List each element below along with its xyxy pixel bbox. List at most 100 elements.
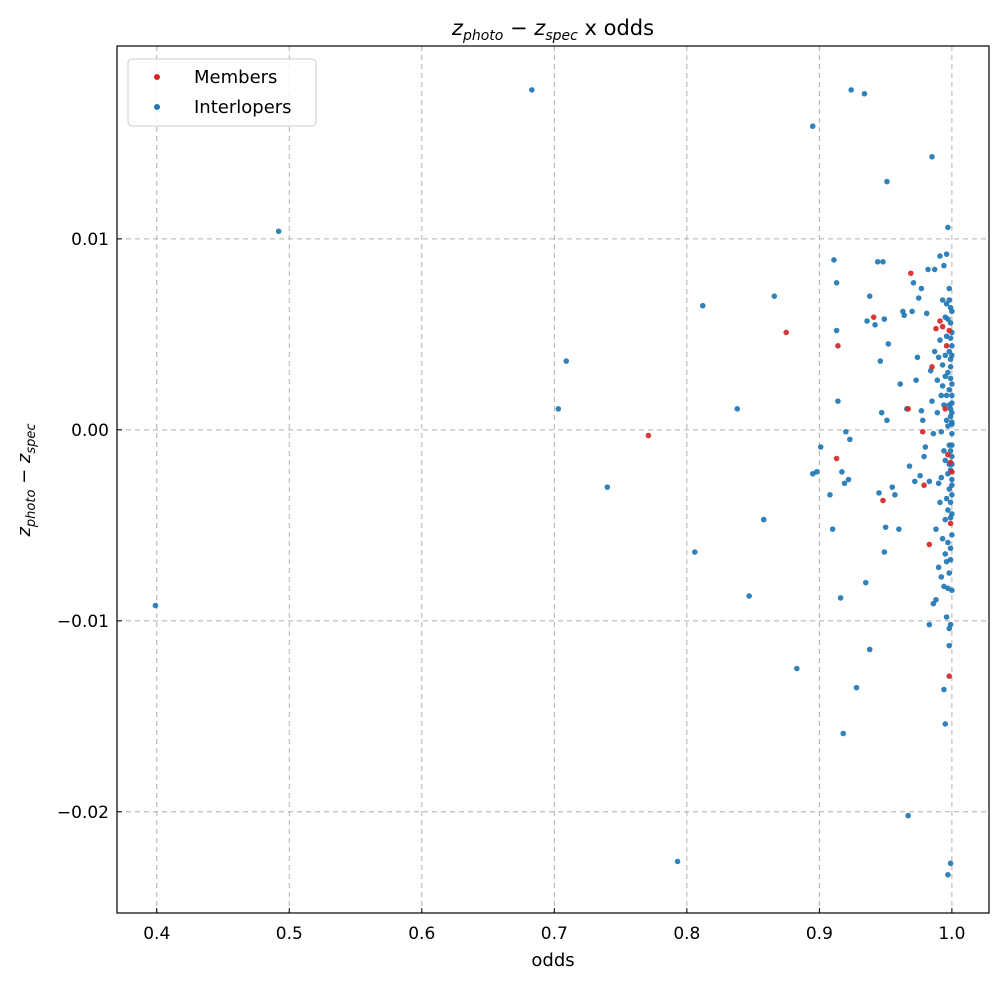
point-interlopers xyxy=(837,595,844,601)
point-interlopers xyxy=(794,665,800,672)
point-members xyxy=(929,364,935,370)
point-interlopers xyxy=(925,266,931,273)
point-interlopers xyxy=(885,341,892,347)
point-interlopers xyxy=(943,392,950,399)
point-interlopers xyxy=(946,297,953,303)
point-interlopers xyxy=(275,228,282,235)
point-interlopers xyxy=(847,436,853,443)
point-members xyxy=(937,318,943,324)
y-tick-label: 0.00 xyxy=(71,421,109,441)
point-interlopers xyxy=(909,308,915,315)
x-tick-label: 0.8 xyxy=(673,924,700,944)
x-axis-label: odds xyxy=(531,950,574,971)
axis-ticks: 0.4 0.5 0.6 0.7 0.8 0.9 1.0 0.01 0.00 −0.01 −0.02 xyxy=(57,230,966,944)
point-interlopers xyxy=(942,551,949,557)
point-interlopers xyxy=(949,442,955,448)
point-members xyxy=(933,325,939,332)
point-interlopers xyxy=(942,721,949,727)
y-tick-label: −0.02 xyxy=(57,803,109,823)
point-members xyxy=(939,323,946,330)
legend-label-members: Members xyxy=(194,67,277,88)
point-interlopers xyxy=(935,564,942,571)
point-interlopers xyxy=(931,266,938,273)
point-interlopers xyxy=(947,556,954,563)
point-members xyxy=(833,455,840,462)
point-interlopers xyxy=(835,398,841,405)
point-interlopers xyxy=(901,312,907,319)
point-interlopers xyxy=(771,293,778,299)
point-interlopers xyxy=(877,358,884,364)
point-interlopers xyxy=(882,524,889,531)
point-members xyxy=(946,327,953,334)
point-interlopers xyxy=(840,730,847,737)
point-interlopers xyxy=(881,316,888,322)
point-interlopers xyxy=(880,259,886,265)
point-interlopers xyxy=(861,90,868,97)
point-interlopers xyxy=(746,593,752,599)
point-interlopers xyxy=(926,621,933,628)
point-members xyxy=(919,428,926,435)
point-interlopers xyxy=(862,579,869,586)
point-interlopers xyxy=(929,153,935,160)
point-members xyxy=(870,314,877,320)
point-interlopers xyxy=(817,444,824,450)
point-interlopers xyxy=(947,320,954,326)
point-interlopers xyxy=(734,406,741,412)
y-axis-label: zphoto − zspec xyxy=(14,423,39,537)
point-interlopers xyxy=(934,377,941,384)
point-interlopers xyxy=(945,539,951,546)
point-members xyxy=(908,270,914,277)
point-interlopers xyxy=(884,178,890,185)
point-interlopers xyxy=(949,587,955,594)
point-members xyxy=(926,541,933,548)
point-interlopers xyxy=(843,428,849,435)
point-interlopers xyxy=(938,474,945,481)
point-members xyxy=(943,343,950,349)
point-interlopers xyxy=(917,472,923,479)
x-tick-label: 0.7 xyxy=(541,924,568,944)
x-tick-label: 0.6 xyxy=(408,924,435,944)
point-interlopers xyxy=(866,646,873,653)
point-interlopers xyxy=(563,358,570,364)
point-interlopers xyxy=(946,570,953,576)
point-interlopers xyxy=(946,642,953,649)
point-interlopers xyxy=(841,480,848,487)
point-interlopers xyxy=(946,285,953,292)
grid xyxy=(117,46,989,913)
point-interlopers xyxy=(911,478,918,485)
point-interlopers xyxy=(949,381,955,387)
point-interlopers xyxy=(939,362,946,368)
point-interlopers xyxy=(760,516,767,523)
point-interlopers xyxy=(947,860,954,867)
point-interlopers xyxy=(949,511,955,517)
point-interlopers xyxy=(872,322,878,328)
point-interlopers xyxy=(813,469,820,475)
point-interlopers xyxy=(878,409,885,416)
point-interlopers xyxy=(866,293,873,299)
point-interlopers xyxy=(945,507,951,513)
point-interlopers xyxy=(945,369,951,376)
point-interlopers xyxy=(947,545,954,552)
point-interlopers xyxy=(889,484,896,490)
point-interlopers xyxy=(845,476,852,483)
point-interlopers xyxy=(921,453,927,460)
point-interlopers xyxy=(848,87,854,93)
point-interlopers xyxy=(881,549,888,555)
x-tick-label: 1.0 xyxy=(938,924,965,944)
legend-box xyxy=(127,58,317,127)
point-members xyxy=(946,673,953,679)
point-interlopers xyxy=(839,469,845,475)
point-interlopers xyxy=(938,428,945,435)
point-interlopers xyxy=(949,343,955,349)
point-interlopers xyxy=(935,354,942,361)
point-interlopers xyxy=(892,491,898,498)
point-interlopers xyxy=(949,308,955,315)
point-interlopers xyxy=(934,409,941,416)
point-interlopers xyxy=(152,602,159,609)
point-interlopers xyxy=(947,375,954,382)
point-interlopers xyxy=(918,285,925,292)
point-interlopers xyxy=(942,352,949,359)
point-interlopers xyxy=(941,262,947,269)
point-interlopers xyxy=(918,407,925,414)
